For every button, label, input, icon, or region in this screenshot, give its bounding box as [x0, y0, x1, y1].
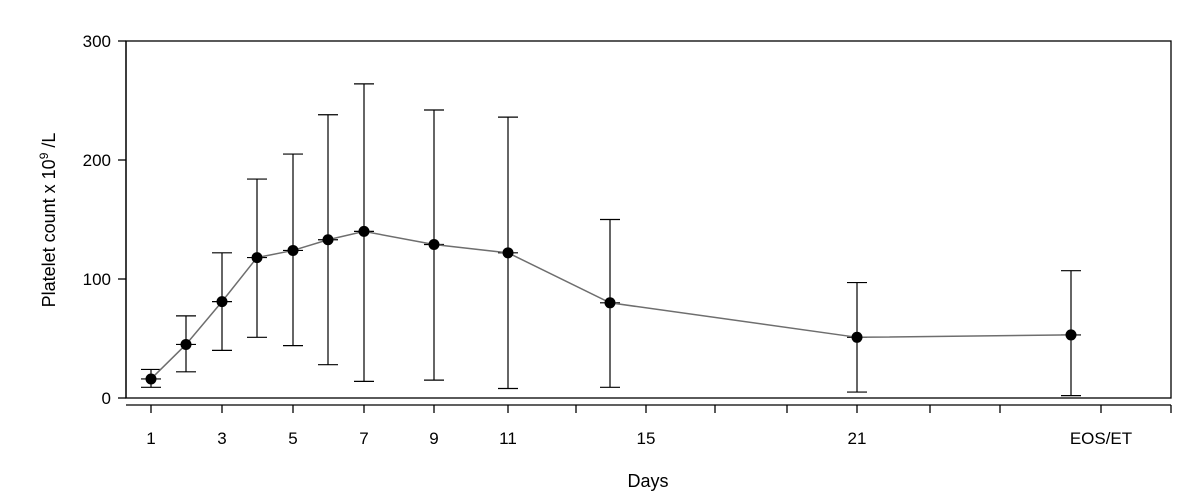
data-point — [502, 247, 514, 259]
data-point — [428, 238, 440, 250]
y-axis-title-superscript: 9 — [37, 152, 51, 159]
markers — [145, 225, 1077, 385]
data-point — [1065, 329, 1077, 341]
x-tick-label: 9 — [429, 429, 438, 448]
data-point — [358, 225, 370, 237]
y-tick-label: 200 — [83, 151, 111, 170]
x-tick-label: 21 — [848, 429, 867, 448]
x-tick-label: 15 — [637, 429, 656, 448]
error-bars — [141, 83, 1081, 397]
data-point — [180, 338, 192, 350]
plot-frame — [125, 40, 1172, 399]
y-tick-label: 0 — [102, 389, 111, 408]
y-tick-label: 300 — [83, 32, 111, 51]
data-point — [216, 296, 228, 308]
y-axis: 0 100 200 300 — [83, 32, 127, 408]
x-tick-label: 7 — [359, 429, 368, 448]
x-tick-label: 5 — [288, 429, 297, 448]
y-axis-title-main: Platelet count x 10 — [39, 159, 59, 307]
x-tick-label: 1 — [146, 429, 155, 448]
y-tick-label: 100 — [83, 270, 111, 289]
y-axis-title-suffix: /L — [39, 133, 59, 153]
series-line-group — [150, 230, 1072, 380]
x-axis-title: Days — [627, 471, 668, 491]
series-line — [150, 230, 1072, 380]
x-tick-label: 3 — [217, 429, 226, 448]
data-point — [322, 234, 334, 246]
data-point — [287, 244, 299, 256]
x-axis: 1 3 5 7 9 11 15 21 EOS/ET — [126, 404, 1172, 448]
data-point — [145, 373, 157, 385]
x-tick-label: EOS/ET — [1070, 429, 1132, 448]
y-axis-title: Platelet count x 109 /L — [37, 133, 59, 308]
x-tick-label: 11 — [499, 429, 517, 448]
data-point — [851, 331, 863, 343]
data-point — [251, 252, 263, 264]
data-point — [604, 297, 616, 309]
